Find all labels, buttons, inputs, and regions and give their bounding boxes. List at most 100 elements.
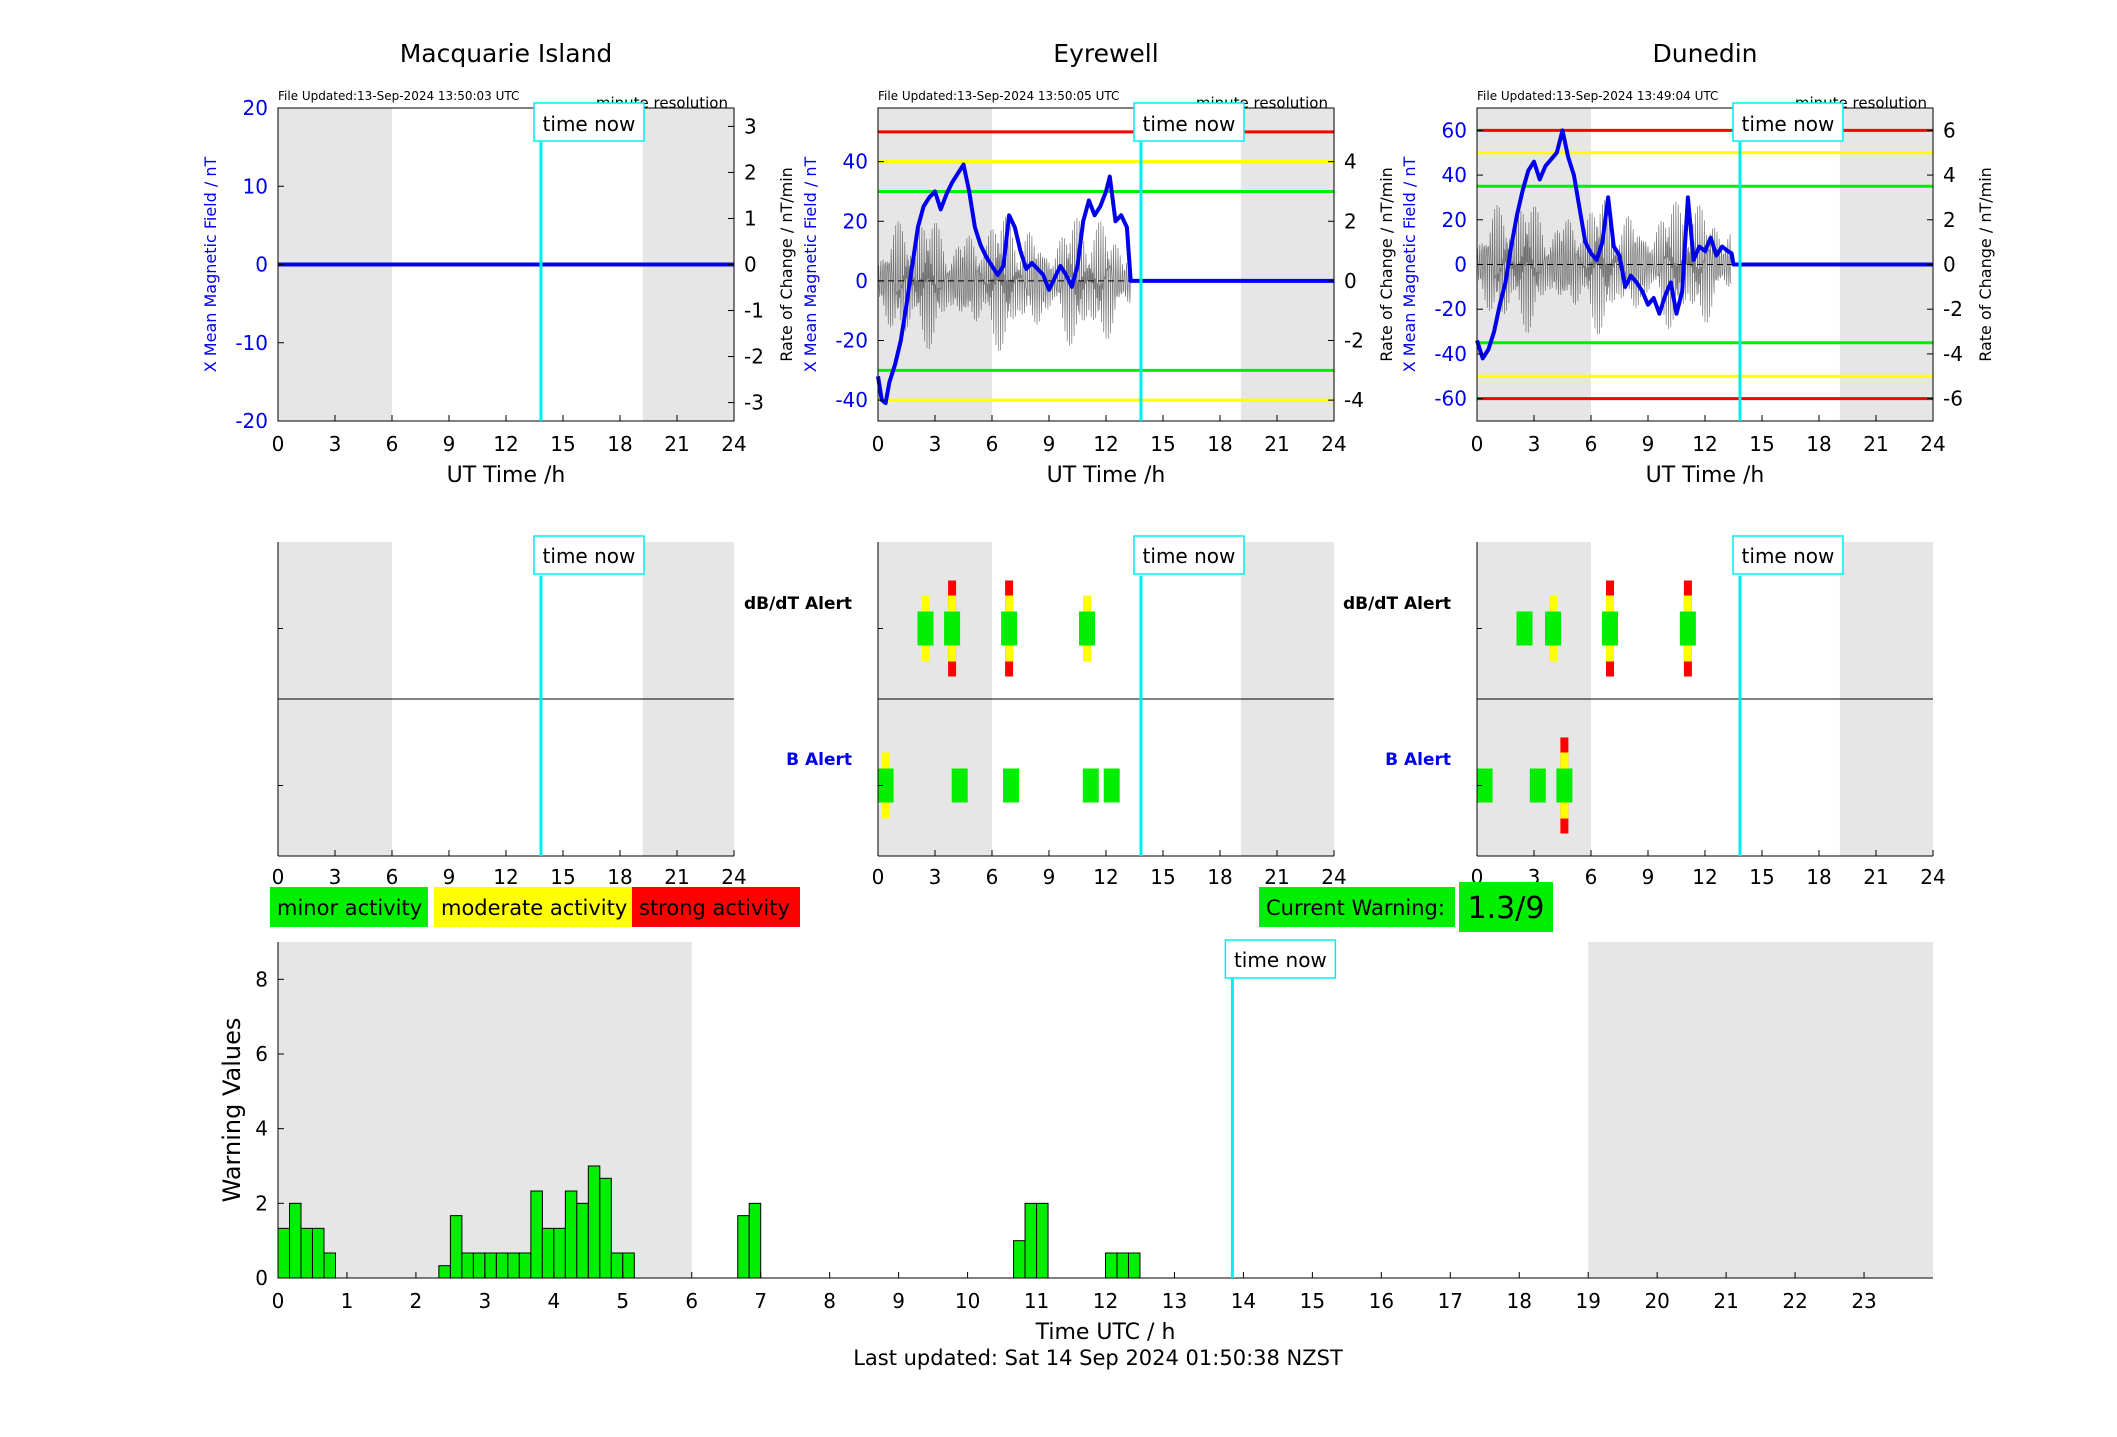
alert-mark-minor (1516, 611, 1533, 646)
warning-x-tick-label: 5 (616, 1289, 629, 1313)
alert-x-tick-label: 12 (1093, 865, 1118, 889)
warning-bar (1116, 1252, 1130, 1279)
alert-x-tick-label: 21 (1863, 865, 1888, 889)
x-tick-label: 24 (721, 432, 746, 456)
alert-x-tick-label: 18 (1207, 865, 1232, 889)
warning-x-tick-label: 21 (1713, 1289, 1738, 1313)
alert-mark-minor (1545, 611, 1561, 646)
alert-x-tick-label: 24 (1920, 865, 1945, 889)
y-tick-label: -20 (835, 329, 868, 353)
alert-x-tick-label: 3 (329, 865, 342, 889)
alert-mark-minor (951, 768, 968, 803)
x-tick-label: 24 (1920, 432, 1945, 456)
warning-y-tick-label: 4 (255, 1117, 268, 1141)
current-warning-value-box (1459, 882, 1553, 932)
alert-time-now-label: time now (1143, 544, 1236, 568)
warning-x-tick-label: 13 (1162, 1289, 1187, 1313)
warning-time-now-label: time now (1234, 948, 1327, 972)
alert-x-tick-label: 0 (272, 865, 285, 889)
warning-x-tick-label: 16 (1369, 1289, 1394, 1313)
dbdt-alert-label: dB/dT Alert (1343, 594, 1451, 614)
legend-minor-swatch (270, 887, 428, 927)
warning-bar (449, 1215, 463, 1279)
alert-time-now-label: time now (1742, 544, 1835, 568)
y2-tick-label: 2 (744, 160, 757, 184)
warning-x-axis-label: Time UTC / h (1035, 1320, 1176, 1345)
y-tick-label: 60 (1442, 118, 1467, 142)
time-now-box (533, 102, 645, 142)
y2-tick-label: -4 (1943, 342, 1963, 366)
y-tick-label: 10 (243, 174, 268, 198)
current-warning-label-box (1259, 887, 1455, 927)
warning-bar (599, 1177, 612, 1279)
warning-bar (748, 1202, 762, 1279)
field-line (1475, 128, 1933, 361)
warning-bar (507, 1252, 520, 1279)
warning-bar (518, 1252, 532, 1279)
y-tick-label: 20 (1442, 208, 1467, 232)
alert-x-tick-label: 9 (1642, 865, 1655, 889)
y-tick-label: -60 (1434, 387, 1467, 411)
y-tick-label: 20 (843, 209, 868, 233)
current-warning: Current Warning: 1.3/9 (1259, 882, 1553, 932)
station-panels: Macquarie Island File Updated:13-Sep-2024… (201, 39, 1995, 889)
warning-bar (472, 1252, 486, 1279)
y2-tick-label: 2 (1943, 208, 1956, 232)
x-tick-label: 18 (1207, 432, 1232, 456)
rate-of-change-line (877, 216, 1131, 351)
x-axis-label: UT Time /h (447, 463, 566, 488)
warning-bar (576, 1202, 589, 1279)
y2-tick-label: -2 (1344, 329, 1364, 353)
y-axis-label: X Mean Magnetic Field / nT (201, 157, 220, 373)
current-warning-label: Current Warning: (1266, 896, 1445, 920)
alert-x-tick-label: 9 (443, 865, 456, 889)
warning-x-tick-label: 2 (410, 1289, 423, 1313)
warning-bar (1105, 1252, 1118, 1279)
alert-mark-minor (1679, 611, 1696, 646)
y2-tick-label: -6 (1943, 387, 1963, 411)
alert-x-tick-label: 24 (721, 865, 746, 889)
y2-tick-label: 0 (1943, 253, 1956, 277)
x-tick-label: 9 (1043, 432, 1056, 456)
time-now-label: time now (1742, 112, 1835, 136)
alert-x-tick-label: 18 (1806, 865, 1831, 889)
x-tick-label: 12 (1093, 432, 1118, 456)
y2-tick-label: 4 (1344, 150, 1357, 174)
station-title: Dunedin (1653, 39, 1758, 68)
x-axis-label: UT Time /h (1047, 463, 1166, 488)
warning-x-tick-label: 8 (823, 1289, 836, 1313)
warning-night-shade (278, 942, 692, 1278)
y2-tick-label: 6 (1943, 118, 1956, 142)
legend-moderate-swatch (434, 887, 632, 927)
x-tick-label: 0 (1471, 432, 1484, 456)
warning-y-tick-label: 6 (255, 1042, 268, 1066)
x-tick-label: 21 (1264, 432, 1289, 456)
y2-tick-label: -2 (744, 345, 764, 369)
y-tick-label: 0 (1454, 253, 1467, 277)
alert-x-tick-label: 15 (550, 865, 575, 889)
x-tick-label: 21 (1863, 432, 1888, 456)
y-tick-label: 20 (243, 96, 268, 120)
x-tick-label: 18 (1806, 432, 1831, 456)
y-axis-label: X Mean Magnetic Field / nT (1400, 157, 1419, 373)
warning-y-tick-label: 0 (255, 1266, 268, 1290)
y2-axis-label: Rate of Change / nT/min (1976, 167, 1995, 362)
station-1: Eyrewell File Updated:13-Sep-2024 13:50:0… (744, 39, 1396, 889)
warning-bar (277, 1227, 290, 1279)
time-now-box (1732, 102, 1844, 142)
x-tick-label: 15 (1150, 432, 1175, 456)
file-updated: File Updated:13-Sep-2024 13:50:05 UTC (878, 89, 1119, 103)
field-line (876, 162, 1334, 406)
activity-legend: minor activity moderate activity strong … (270, 887, 800, 927)
y2-tick-label: 0 (1344, 269, 1357, 293)
alert-x-tick-label: 15 (1749, 865, 1774, 889)
warning-bar (1024, 1202, 1038, 1279)
x-tick-label: 3 (1528, 432, 1541, 456)
y-axis-label: X Mean Magnetic Field / nT (801, 157, 820, 373)
alert-x-tick-label: 24 (1321, 865, 1346, 889)
y-tick-label: -10 (235, 331, 268, 355)
warning-bar (622, 1252, 635, 1279)
warning-bar (1127, 1252, 1141, 1279)
y2-tick-label: 0 (744, 253, 757, 277)
alert-x-tick-label: 15 (1150, 865, 1175, 889)
